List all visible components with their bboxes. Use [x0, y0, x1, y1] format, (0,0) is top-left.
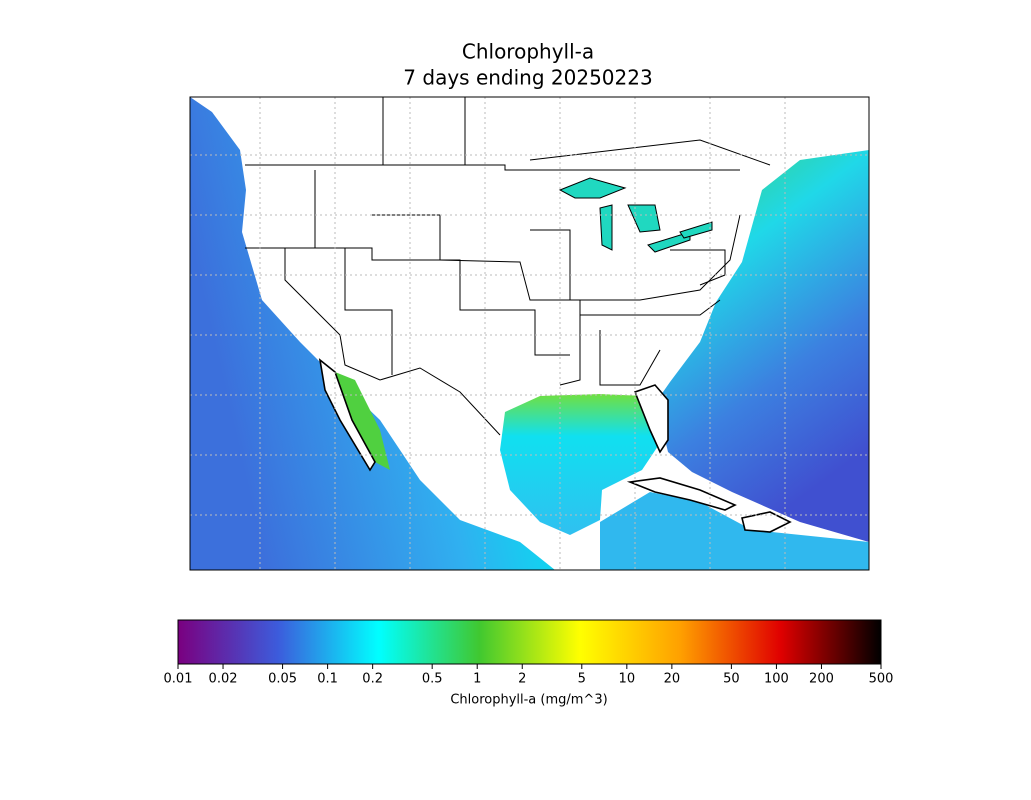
state-borders [245, 97, 771, 436]
great-lakes [647, 231, 691, 253]
colorbar-tick-label: 2 [518, 672, 526, 687]
great-lakes [627, 204, 661, 233]
map-frame [189, 96, 870, 571]
colorbar-tick-label: 20 [664, 672, 681, 687]
colorbar-tick-label: 100 [764, 672, 789, 687]
colorbar-tick-label: 50 [723, 672, 740, 687]
colorbar-tick-label: 0.1 [317, 672, 338, 687]
colorbar-tick-label: 0.02 [209, 672, 238, 687]
gulf-of-mexico [500, 394, 662, 535]
atlantic-ocean [656, 150, 869, 542]
colorbar-tick-label: 0.2 [362, 672, 383, 687]
title-line: Chlorophyll-a [462, 40, 594, 64]
florida [633, 384, 669, 454]
colorbar [177, 619, 882, 665]
map [189, 96, 870, 571]
title-line: 7 days ending 20250223 [403, 66, 652, 90]
pacific-ocean [190, 97, 555, 570]
caribbean-sea [600, 492, 869, 570]
hispaniola [741, 511, 792, 533]
colorbar-tick-label: 0.01 [164, 672, 193, 687]
great-lakes [679, 221, 713, 239]
colorbar-tick-label: 500 [869, 672, 894, 687]
colorbar-tick-label: 1 [473, 672, 481, 687]
cuba [626, 477, 737, 511]
graticule [190, 97, 869, 570]
colorbar-tick-label: 0.05 [268, 672, 297, 687]
colorbar-tick-label: 0.5 [422, 672, 443, 687]
colorbar-tick-label: 200 [809, 672, 834, 687]
colorbar-label: Chlorophyll-a (mg/m^3) [450, 693, 607, 708]
great-lakes [599, 204, 613, 251]
baja-california [318, 358, 376, 472]
gulf-of-california [335, 372, 390, 470]
colorbar-tick-label: 5 [578, 672, 586, 687]
great-lakes [558, 177, 627, 199]
colorbar-tick-label: 10 [619, 672, 636, 687]
